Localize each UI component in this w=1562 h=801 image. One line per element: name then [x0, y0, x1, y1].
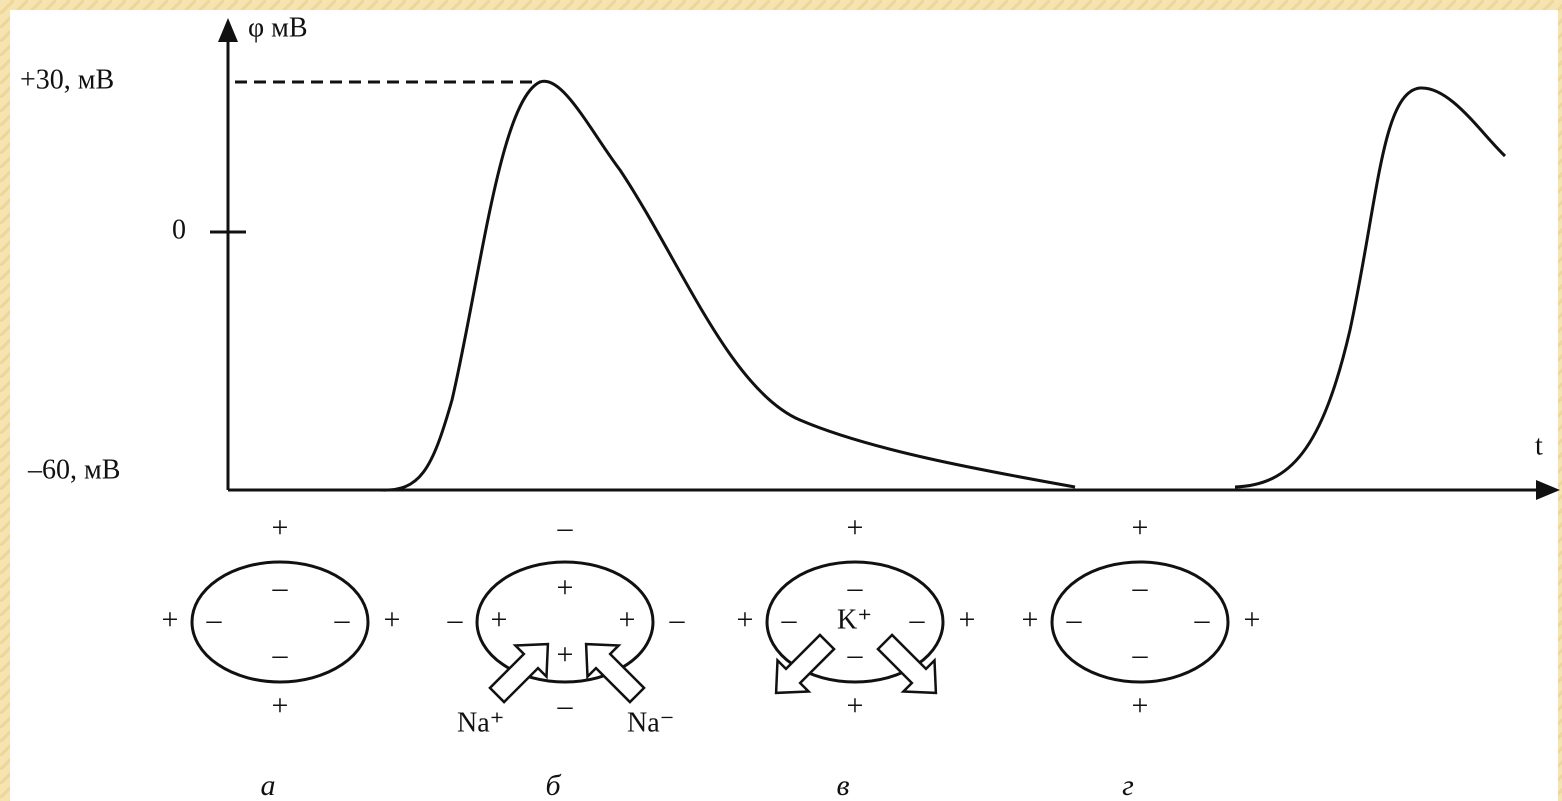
- inner-charge: –: [272, 571, 289, 604]
- outer-charge: +: [272, 689, 289, 722]
- inner-charge: –: [334, 603, 351, 636]
- inner-charge: +: [491, 603, 508, 636]
- outer-charge: +: [1132, 511, 1149, 544]
- ion-label: Na⁺: [457, 707, 504, 738]
- outer-charge: +: [1132, 689, 1149, 722]
- outer-charge: +: [272, 511, 289, 544]
- inner-charge: +: [557, 638, 574, 671]
- inner-charge: –: [206, 603, 223, 636]
- y-tick-label: –60, мВ: [27, 454, 120, 485]
- inner-charge: –: [909, 603, 926, 636]
- inner-charge: +: [619, 603, 636, 636]
- inner-charge: –: [272, 638, 289, 671]
- page: φ мВ t +30, мВ 0 –60, мВ ++++––––а––––++…: [0, 0, 1562, 801]
- inner-charge: +: [557, 571, 574, 604]
- cell-label: б: [545, 769, 561, 801]
- outer-charge: +: [847, 511, 864, 544]
- outer-charge: –: [557, 689, 574, 722]
- ion-label: Na⁻: [627, 707, 674, 738]
- outer-charge: +: [737, 603, 754, 636]
- outer-charge: –: [669, 603, 686, 636]
- cell-label: а: [261, 769, 276, 801]
- inner-charge: –: [847, 638, 864, 671]
- inner-charge: –: [1066, 603, 1083, 636]
- outer-charge: –: [447, 603, 464, 636]
- outer-charge: +: [384, 603, 401, 636]
- diagram: φ мВ t +30, мВ 0 –60, мВ ++++––––а––––++…: [0, 0, 1562, 801]
- cell-label: г: [1122, 769, 1134, 801]
- cell-label: в: [836, 769, 849, 801]
- ion-label: K⁺: [837, 604, 872, 635]
- outer-charge: +: [847, 689, 864, 722]
- outer-charge: +: [1022, 603, 1039, 636]
- y-axis-label: φ мВ: [248, 12, 308, 43]
- outer-charge: +: [959, 603, 976, 636]
- inner-charge: –: [1132, 638, 1149, 671]
- outer-charge: –: [557, 511, 574, 544]
- inner-charge: –: [1132, 571, 1149, 604]
- inner-charge: –: [781, 603, 798, 636]
- inner-charge: –: [1194, 603, 1211, 636]
- inner-charge: –: [847, 571, 864, 604]
- x-axis-label: t: [1535, 430, 1543, 461]
- outer-charge: +: [162, 603, 179, 636]
- outer-charge: +: [1244, 603, 1261, 636]
- y-tick-label: +30, мВ: [20, 64, 114, 95]
- y-tick-label: 0: [172, 214, 186, 245]
